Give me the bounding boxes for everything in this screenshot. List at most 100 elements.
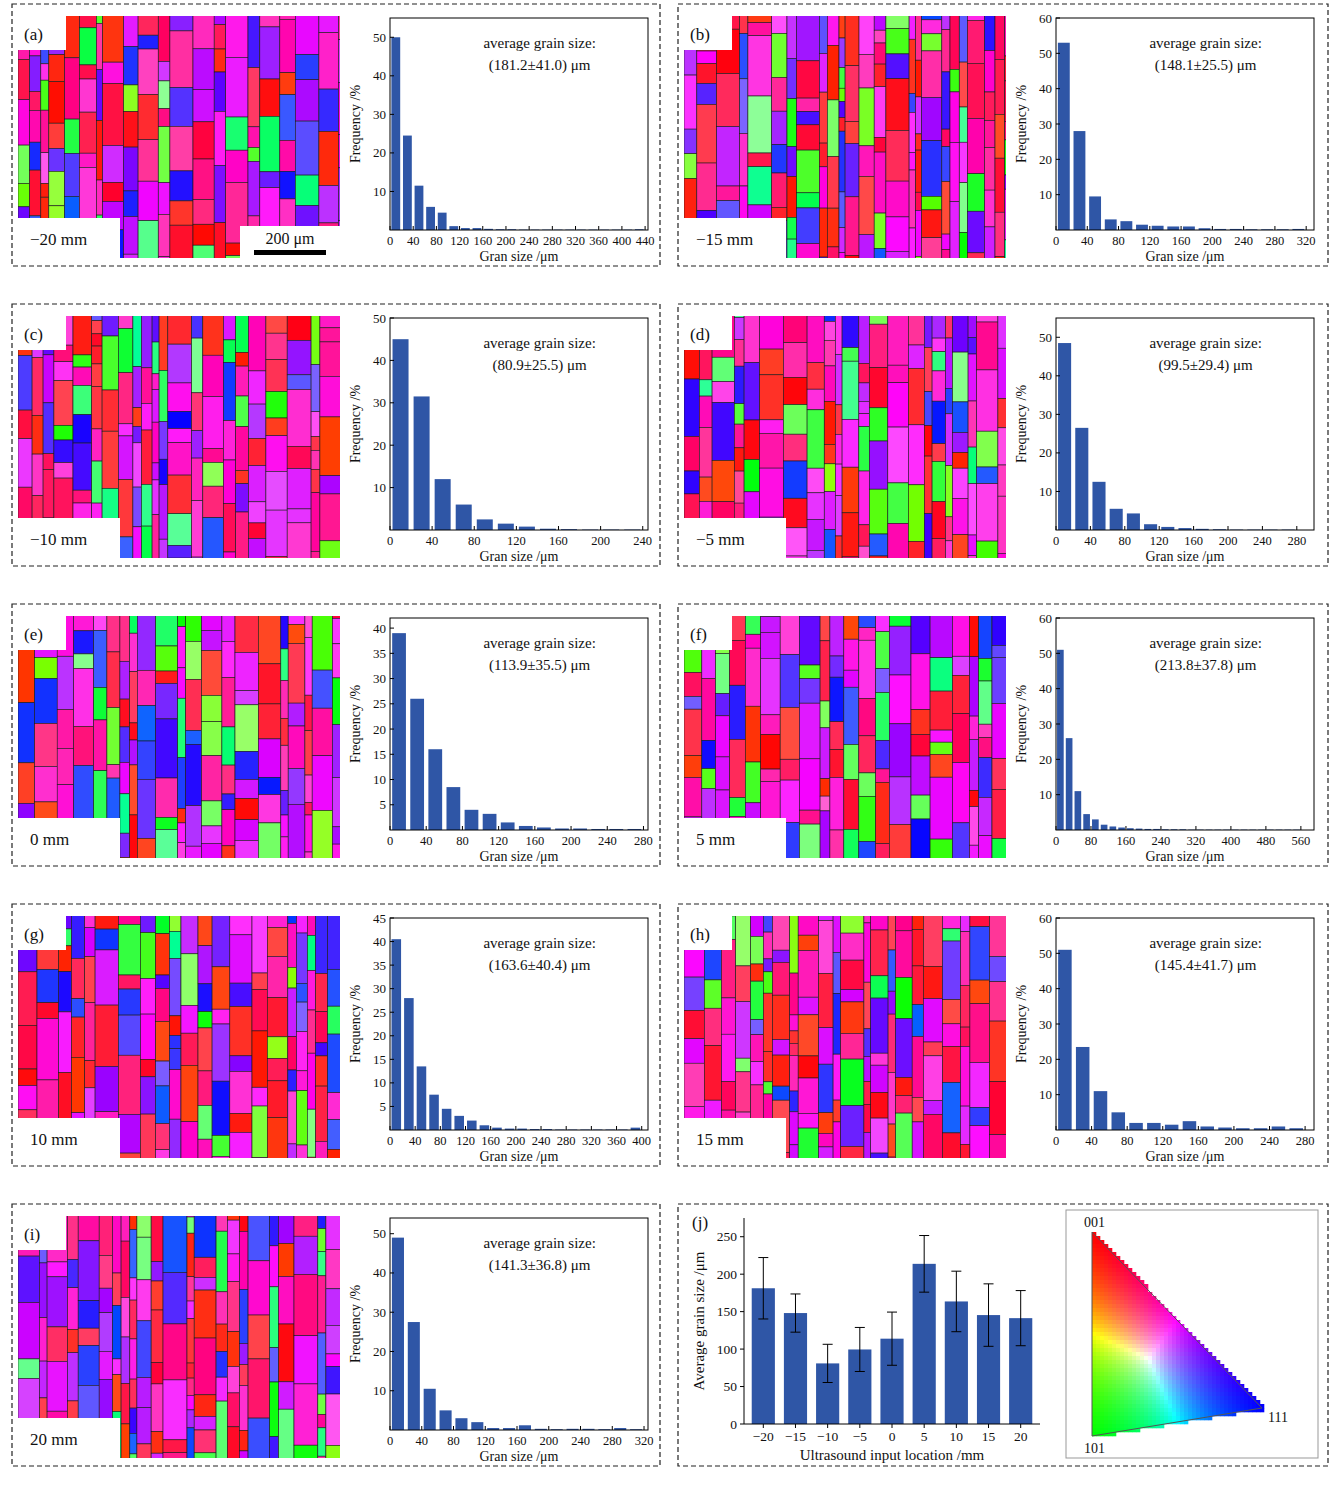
y-tick: [390, 191, 394, 192]
y-tick: [390, 703, 394, 704]
grain: [203, 462, 224, 486]
grain: [288, 616, 305, 624]
x-tick-label: 40: [420, 834, 433, 848]
grain: [339, 168, 341, 221]
x-tick: [548, 1426, 549, 1430]
grain: [57, 710, 73, 749]
grain: [992, 838, 1006, 858]
grain: [40, 1361, 48, 1398]
grain: [835, 405, 842, 435]
grain: [223, 316, 235, 340]
grain: [288, 1091, 297, 1144]
grain: [819, 974, 834, 1028]
grain: [316, 1056, 328, 1086]
grain: [102, 316, 118, 336]
x-tick-label: 80: [1121, 1134, 1134, 1148]
grain: [198, 1105, 212, 1139]
x-tick: [1056, 526, 1057, 530]
grain: [886, 251, 909, 258]
grain: [332, 778, 340, 827]
label-patch: [684, 818, 786, 858]
grain: [990, 1135, 1007, 1158]
grain: [699, 396, 712, 427]
y-tick: [1056, 918, 1060, 919]
y-tick-label: 50: [373, 311, 386, 326]
grain: [911, 654, 930, 710]
grain: [942, 72, 950, 129]
grain: [181, 1005, 198, 1033]
y-tick-label: 30: [1039, 407, 1052, 422]
grain: [874, 16, 886, 30]
grain: [68, 1288, 79, 1330]
figure: (a)−20 mm200 μm0408012016020024028032036…: [0, 0, 1337, 1494]
grain: [49, 171, 65, 205]
grain: [839, 88, 845, 101]
grain: [316, 1086, 328, 1141]
grain: [236, 316, 249, 352]
grain: [169, 916, 181, 931]
grain: [281, 649, 288, 681]
grain: [78, 1345, 99, 1385]
y-tick-label: 20: [1039, 152, 1052, 167]
grain: [799, 679, 820, 704]
grain: [734, 448, 744, 471]
grain: [120, 661, 130, 699]
grain: [950, 69, 959, 92]
grain: [178, 627, 186, 668]
grain: [874, 43, 886, 64]
grain: [684, 75, 697, 129]
x-tick-label: 160: [525, 834, 544, 848]
grain: [864, 1081, 871, 1104]
grain: [886, 181, 909, 217]
grain: [227, 1220, 239, 1254]
grain: [156, 778, 178, 817]
grain: [985, 92, 995, 121]
x-tick: [490, 1126, 491, 1130]
grain: [249, 502, 266, 523]
grain: [107, 765, 120, 778]
grain: [932, 539, 946, 558]
grain: [797, 16, 820, 61]
y-axis-title: Frequency /%: [348, 385, 363, 463]
y-tick: [1056, 759, 1060, 760]
label: 0 mm: [30, 830, 69, 849]
grain: [790, 1091, 799, 1112]
grain: [133, 367, 142, 408]
y-tick: [1056, 724, 1060, 725]
x-tick: [465, 1126, 466, 1130]
grain: [307, 916, 315, 935]
grain: [307, 1053, 315, 1109]
grain: [946, 466, 953, 517]
bars: [1058, 43, 1304, 230]
x-tick: [474, 526, 475, 530]
grain: [152, 480, 159, 515]
grain: [839, 131, 845, 192]
grain: [697, 104, 717, 163]
grain: [287, 390, 311, 447]
grain: [740, 34, 748, 79]
grain: [297, 916, 308, 933]
bar: [1167, 226, 1179, 230]
grain: [888, 383, 909, 427]
grain: [92, 387, 102, 429]
grain: [193, 122, 214, 159]
bar: [1110, 826, 1117, 830]
x-tick: [641, 1126, 642, 1130]
grain: [942, 147, 950, 182]
grain: [214, 72, 226, 111]
bar: [391, 37, 400, 230]
panel-frame: [12, 604, 660, 866]
bar: [1120, 221, 1132, 230]
grain: [121, 1216, 130, 1241]
grain: [97, 16, 103, 23]
grain: [797, 150, 820, 193]
grain: [712, 403, 734, 461]
grain: [94, 720, 107, 771]
grain: [773, 1040, 790, 1056]
grain: [923, 1042, 942, 1056]
grain: [844, 639, 859, 670]
grain: [911, 795, 930, 819]
x-tick-label: 80: [447, 1434, 460, 1448]
grain: [827, 157, 839, 209]
grain: [318, 1394, 326, 1414]
